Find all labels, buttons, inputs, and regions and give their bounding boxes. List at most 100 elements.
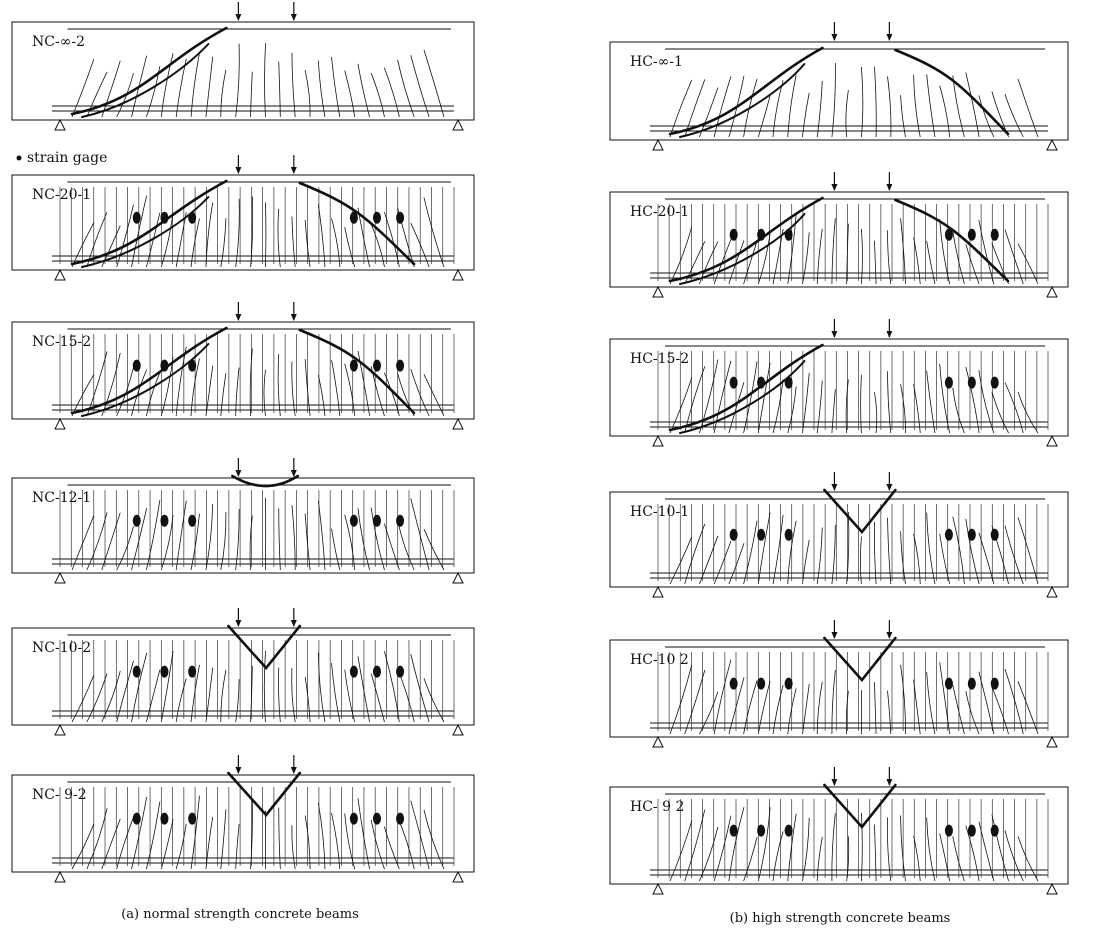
crack: [146, 669, 161, 723]
crack: [684, 809, 706, 882]
crack: [86, 71, 108, 118]
support-triangle: [652, 882, 664, 895]
load-arrow-head: [290, 314, 297, 321]
crack: [331, 812, 341, 870]
beam-outline: [609, 41, 1069, 141]
beam-label: HC-20-1: [630, 204, 689, 220]
crack: [816, 380, 823, 434]
failure-crack: [679, 213, 806, 285]
crack: [952, 516, 965, 585]
crack: [845, 690, 849, 735]
strain-gage: [944, 528, 953, 541]
crack: [669, 820, 693, 882]
crack: [926, 74, 936, 138]
crack: [846, 223, 849, 285]
crack: [1017, 78, 1039, 138]
crack: [291, 825, 296, 870]
strain-gage-label: strain gage: [27, 150, 107, 166]
beam-label: HC- 9 2: [630, 799, 684, 815]
crack: [71, 823, 95, 870]
failure-crack: [894, 48, 1010, 136]
strain-gage: [990, 677, 999, 690]
strain-gage: [944, 824, 953, 837]
crack: [1004, 525, 1024, 585]
crack: [978, 370, 995, 434]
strain-gage: [990, 228, 999, 241]
crack: [101, 225, 121, 268]
strain-gage: [967, 528, 976, 541]
strain-gage: [967, 376, 976, 389]
crack: [1004, 830, 1024, 882]
crack: [205, 202, 214, 268]
crack: [991, 814, 1009, 882]
crack: [304, 220, 311, 268]
crack: [831, 524, 836, 585]
strain-gage: [396, 359, 405, 372]
caption-left: (a) normal strength concrete beams: [121, 907, 359, 922]
crack: [743, 520, 758, 585]
crack: [831, 218, 836, 285]
beam-outline: [11, 627, 475, 726]
crushing-zone: [823, 488, 897, 535]
load-arrow-head: [235, 767, 242, 774]
crack: [131, 369, 148, 417]
beam-label: HC-10 2: [630, 652, 689, 668]
crushing-zone: [823, 783, 897, 830]
crack: [1017, 391, 1039, 434]
strain-gage: [729, 824, 738, 837]
strain-gage: [967, 677, 976, 690]
crack: [304, 513, 311, 571]
crack: [160, 650, 174, 723]
crack: [249, 515, 253, 571]
crack: [397, 519, 415, 571]
crack: [802, 372, 810, 434]
crack: [116, 204, 134, 268]
crack: [926, 817, 936, 882]
crack: [160, 212, 174, 268]
crushing-zone: [227, 624, 302, 671]
crack: [160, 53, 174, 118]
crack: [205, 667, 214, 723]
support-triangle: [1046, 434, 1058, 447]
crack: [952, 684, 965, 735]
crack: [802, 817, 810, 882]
crack: [175, 500, 187, 571]
crack: [175, 823, 187, 870]
support-triangle: [652, 285, 664, 298]
strain-gage: [188, 665, 197, 678]
crack: [713, 541, 732, 585]
crack: [383, 826, 400, 870]
crack: [965, 691, 980, 735]
beam-9: HC-10-1: [609, 472, 1069, 598]
support-triangle: [452, 723, 464, 736]
crushing-zone: [227, 771, 302, 818]
crack: [317, 204, 326, 268]
crack: [757, 95, 771, 138]
crack: [802, 232, 810, 285]
crack: [887, 371, 892, 434]
crack: [913, 679, 921, 735]
beams-layer: NC-∞-2 NC-20-1 NC-15-2 NC-12-1 NC-10-2 NC- 9-…: [11, 2, 1069, 895]
crack: [423, 197, 445, 268]
crack: [900, 531, 906, 585]
crack: [978, 821, 995, 882]
crack: [291, 361, 296, 417]
strain-gage: [396, 665, 405, 678]
crack: [304, 676, 311, 723]
crack: [370, 673, 385, 723]
beam-label: NC-20-1: [32, 187, 91, 203]
crack: [939, 363, 951, 434]
beam-10: HC-10 2: [609, 620, 1069, 748]
strain-gage: [784, 376, 793, 389]
crack: [423, 528, 445, 571]
crack: [317, 374, 326, 417]
load-arrow-head: [886, 779, 893, 786]
crack: [344, 813, 356, 870]
crack: [235, 509, 240, 571]
crack: [900, 815, 906, 882]
beam-outline: [11, 174, 475, 271]
strain-gage: [757, 376, 766, 389]
crack: [344, 70, 356, 118]
crack: [190, 513, 200, 571]
crack: [205, 56, 214, 118]
